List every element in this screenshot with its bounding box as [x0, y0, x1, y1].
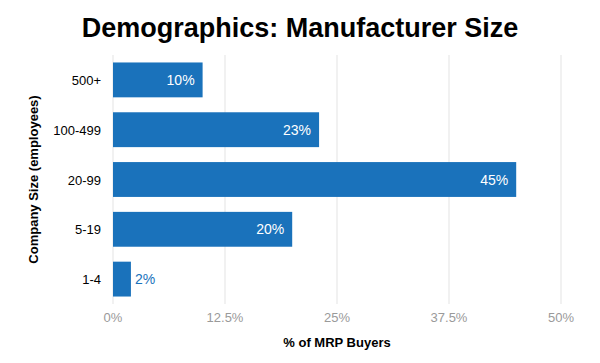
category-label: 500+	[72, 73, 101, 88]
bar	[113, 162, 516, 197]
bar	[113, 262, 131, 297]
bar	[113, 62, 203, 97]
data-label: 45%	[480, 172, 508, 188]
data-label: 10%	[167, 72, 195, 88]
data-label: 20%	[256, 221, 284, 237]
y-axis-label: Company Size (employees)	[26, 95, 41, 263]
category-label: 100-499	[53, 123, 101, 138]
tick-label: 0%	[104, 310, 123, 325]
category-label: 20-99	[68, 173, 101, 188]
category-label: 5-19	[75, 222, 101, 237]
labels: 500+ 10% 100-499 23% 20-99 45% 5-19 20% 1-4 2%	[53, 72, 508, 287]
tick-label: 50%	[548, 310, 574, 325]
bars	[113, 62, 516, 296]
grid	[113, 55, 561, 304]
x-axis-label: % of MRP Buyers	[283, 335, 390, 350]
grid-line	[561, 55, 562, 304]
category-label: 1-4	[82, 272, 101, 287]
tick-label: 25%	[324, 310, 350, 325]
chart: Demographics: Manufacturer Size 0% 12.5% 25…	[0, 0, 600, 363]
title: Demographics: Manufacturer Size	[82, 13, 519, 43]
data-label: 23%	[283, 122, 311, 138]
tick-label: 37.5%	[431, 310, 468, 325]
page: {"chart_data": {"type": "bar", "orientat…	[0, 0, 600, 363]
bar	[113, 112, 319, 147]
tick-label: 12.5%	[207, 310, 244, 325]
bar	[113, 212, 292, 247]
data-label: 2%	[135, 271, 155, 287]
